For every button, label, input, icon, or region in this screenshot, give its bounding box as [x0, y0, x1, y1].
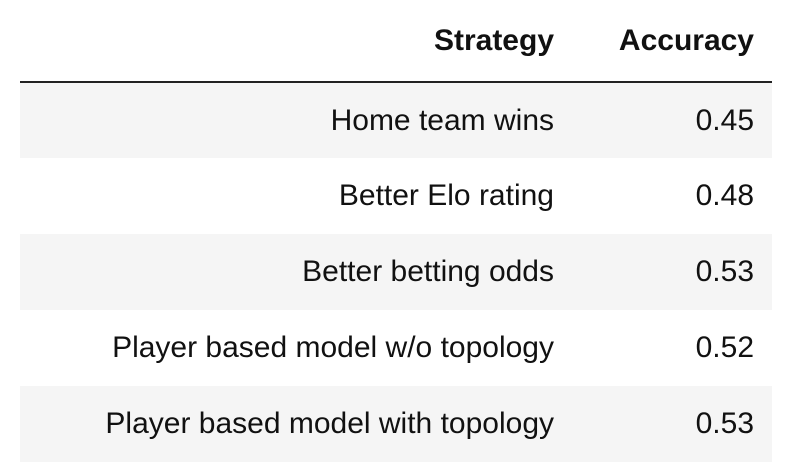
accuracy-cell: 0.53 — [572, 386, 772, 462]
accuracy-cell: 0.48 — [572, 158, 772, 234]
strategy-cell: Home team wins — [20, 82, 572, 158]
strategy-cell: Player based model w/o topology — [20, 310, 572, 386]
header-strategy: Strategy — [20, 0, 572, 83]
header-accuracy: Accuracy — [572, 0, 772, 83]
strategy-cell: Better betting odds — [20, 234, 572, 310]
accuracy-cell: 0.45 — [572, 82, 772, 158]
table-row: Better Elo rating 0.48 — [20, 158, 772, 234]
strategy-cell: Player based model with topology — [20, 386, 572, 462]
results-table: Strategy Accuracy Home team wins 0.45 Be… — [20, 0, 772, 462]
strategy-cell: Better Elo rating — [20, 158, 572, 234]
table-row: Better betting odds 0.53 — [20, 234, 772, 310]
results-table-container: Strategy Accuracy Home team wins 0.45 Be… — [20, 0, 772, 462]
accuracy-cell: 0.53 — [572, 234, 772, 310]
accuracy-cell: 0.52 — [572, 310, 772, 386]
table-header: Strategy Accuracy — [20, 0, 772, 83]
table-row: Player based model w/o topology 0.52 — [20, 310, 772, 386]
table-body: Home team wins 0.45 Better Elo rating 0.… — [20, 82, 772, 462]
table-row: Player based model with topology 0.53 — [20, 386, 772, 462]
header-row: Strategy Accuracy — [20, 0, 772, 83]
table-row: Home team wins 0.45 — [20, 82, 772, 158]
